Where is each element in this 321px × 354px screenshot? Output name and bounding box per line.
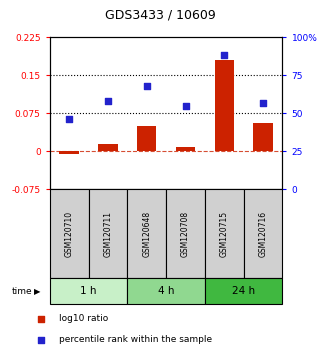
Text: 24 h: 24 h — [232, 286, 255, 296]
Bar — [215, 60, 234, 152]
Bar — [127, 278, 205, 304]
Text: GSM120710: GSM120710 — [65, 211, 74, 257]
Bar — [253, 124, 273, 152]
Text: percentile rank within the sample: percentile rank within the sample — [58, 335, 212, 344]
Bar — [89, 189, 127, 278]
Bar — [50, 278, 127, 304]
Bar — [98, 144, 117, 152]
Text: GSM120716: GSM120716 — [259, 211, 268, 257]
Text: ▶: ▶ — [34, 287, 40, 296]
Text: GSM120715: GSM120715 — [220, 211, 229, 257]
Point — [39, 337, 44, 343]
Text: GSM120648: GSM120648 — [142, 211, 151, 257]
Point — [183, 103, 188, 108]
Bar — [166, 189, 205, 278]
Text: GDS3433 / 10609: GDS3433 / 10609 — [105, 9, 216, 22]
Bar — [244, 189, 282, 278]
Bar — [127, 189, 166, 278]
Text: log10 ratio: log10 ratio — [58, 314, 108, 323]
Point — [144, 83, 149, 89]
Point — [222, 53, 227, 58]
Bar — [205, 189, 244, 278]
Text: GSM120711: GSM120711 — [103, 211, 112, 257]
Point — [261, 100, 266, 105]
Point — [66, 116, 72, 122]
Bar — [50, 189, 89, 278]
Text: GSM120708: GSM120708 — [181, 211, 190, 257]
Text: 1 h: 1 h — [80, 286, 97, 296]
Bar — [205, 278, 282, 304]
Text: time: time — [11, 287, 32, 296]
Bar — [137, 126, 156, 152]
Text: 4 h: 4 h — [158, 286, 174, 296]
Point — [105, 98, 110, 104]
Bar — [176, 147, 195, 152]
Bar — [59, 152, 79, 154]
Point — [39, 316, 44, 321]
